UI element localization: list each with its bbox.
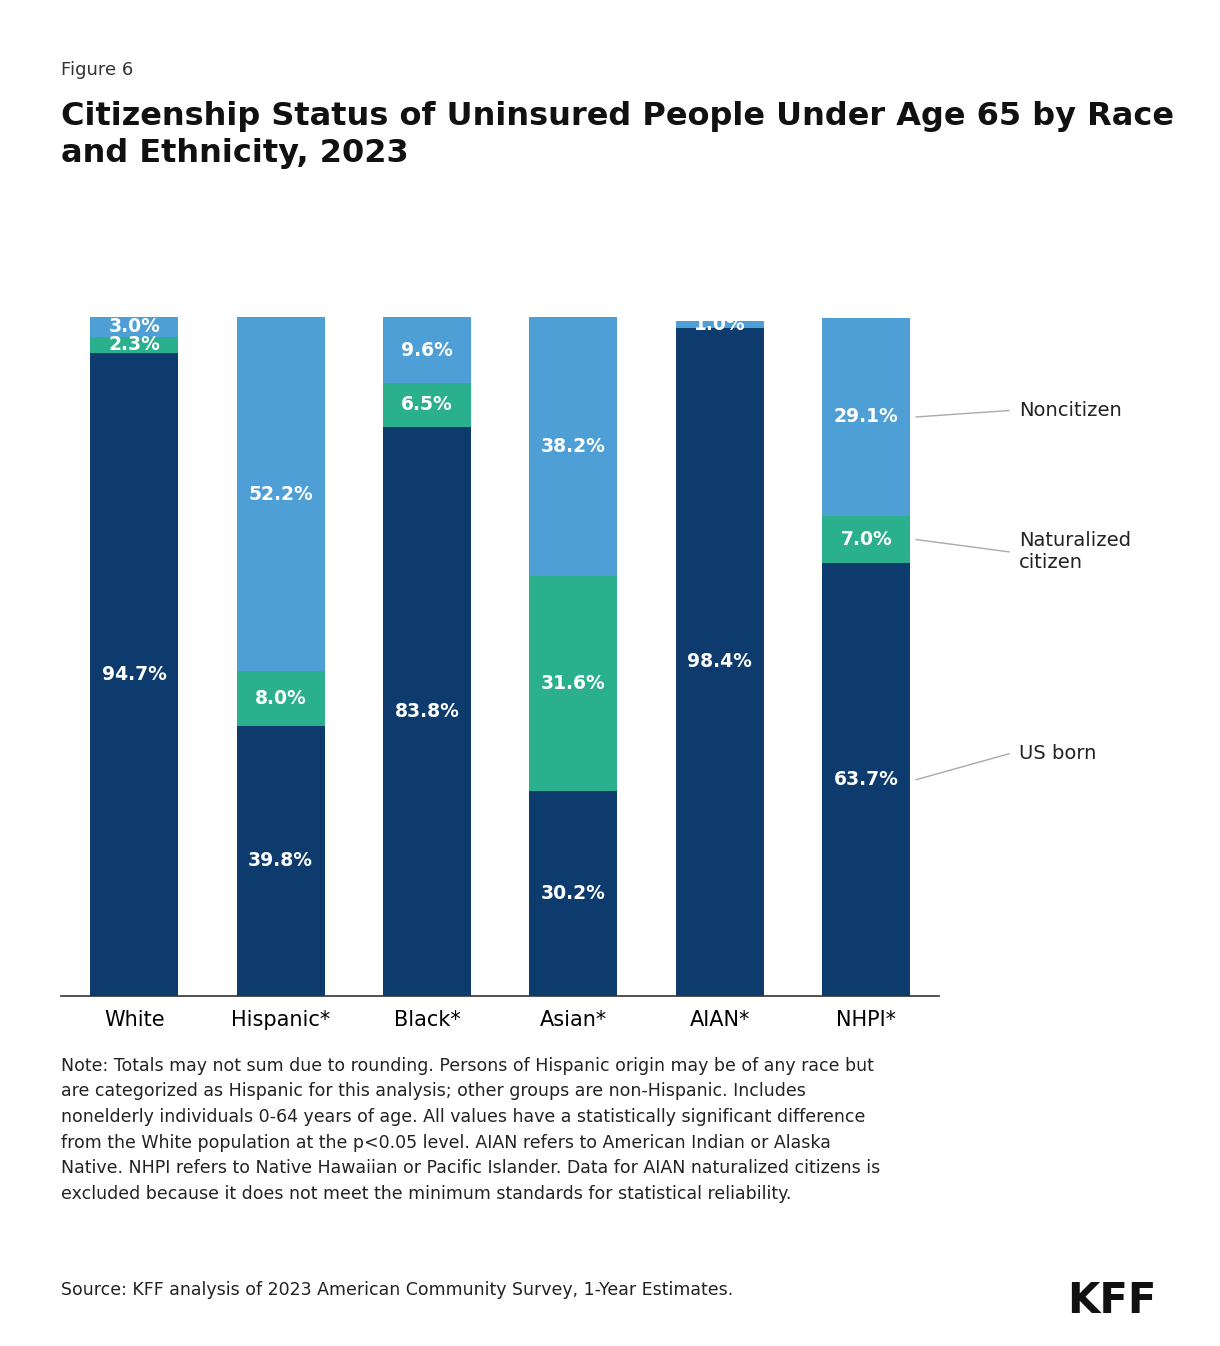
Text: 2.3%: 2.3%: [109, 335, 160, 354]
Text: 38.2%: 38.2%: [540, 437, 606, 456]
Bar: [676, 320, 764, 327]
Text: 3.0%: 3.0%: [109, 318, 160, 336]
Text: Source: KFF analysis of 2023 American Community Survey, 1-Year Estimates.: Source: KFF analysis of 2023 American Co…: [61, 1281, 733, 1299]
Bar: [90, 316, 178, 336]
Text: 30.2%: 30.2%: [540, 884, 606, 903]
Text: Naturalized
citizen: Naturalized citizen: [1019, 532, 1131, 572]
Bar: [383, 427, 471, 996]
Text: 83.8%: 83.8%: [394, 701, 460, 721]
Bar: [822, 318, 910, 516]
Text: 8.0%: 8.0%: [255, 689, 306, 708]
Bar: [90, 353, 178, 996]
Text: 6.5%: 6.5%: [401, 396, 453, 415]
Text: 1.0%: 1.0%: [694, 315, 745, 334]
Text: 7.0%: 7.0%: [841, 530, 892, 549]
Text: US born: US born: [1019, 744, 1096, 763]
Bar: [237, 672, 325, 725]
Bar: [237, 725, 325, 996]
Text: Noncitizen: Noncitizen: [1019, 401, 1121, 420]
Text: 94.7%: 94.7%: [101, 665, 167, 684]
Bar: [529, 576, 617, 791]
Text: KFF: KFF: [1068, 1280, 1157, 1322]
Bar: [237, 316, 325, 672]
Bar: [383, 318, 471, 382]
Text: 52.2%: 52.2%: [248, 485, 314, 503]
Bar: [90, 336, 178, 353]
Bar: [676, 327, 764, 996]
Text: Citizenship Status of Uninsured People Under Age 65 by Race
and Ethnicity, 2023: Citizenship Status of Uninsured People U…: [61, 101, 1174, 170]
Text: 63.7%: 63.7%: [833, 770, 899, 789]
Bar: [529, 791, 617, 996]
Bar: [822, 516, 910, 564]
Text: 39.8%: 39.8%: [248, 852, 314, 871]
Text: 9.6%: 9.6%: [401, 341, 453, 359]
Text: Figure 6: Figure 6: [61, 61, 133, 78]
Text: 29.1%: 29.1%: [833, 408, 899, 427]
Text: 98.4%: 98.4%: [687, 653, 753, 672]
Text: Note: Totals may not sum due to rounding. Persons of Hispanic origin may be of a: Note: Totals may not sum due to rounding…: [61, 1057, 881, 1203]
Text: 31.6%: 31.6%: [540, 674, 606, 693]
Bar: [822, 564, 910, 996]
Bar: [383, 382, 471, 427]
Bar: [529, 316, 617, 576]
